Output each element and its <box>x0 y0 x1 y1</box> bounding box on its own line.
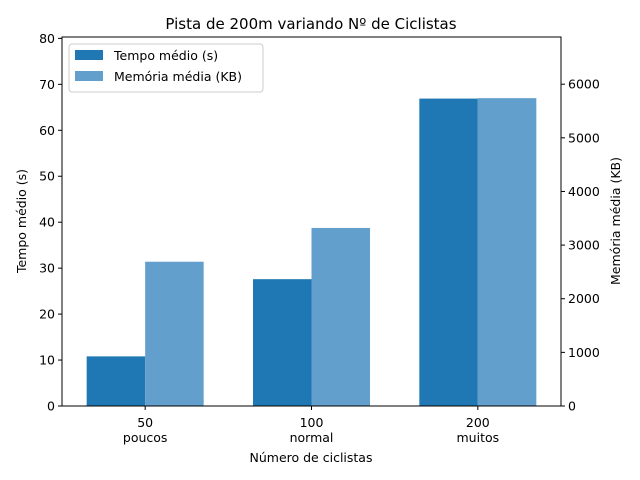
bar-memoria-100 <box>311 227 370 406</box>
bar-memoria-50 <box>145 261 204 406</box>
y-right-tick-label: 4000 <box>568 184 600 199</box>
x-tick-sublabel: normal <box>290 430 334 445</box>
bar-tempo-50 <box>86 356 146 406</box>
chart-title: Pista de 200m variando Nº de Ciclistas <box>165 15 456 33</box>
legend-swatch <box>75 71 103 81</box>
legend-swatch <box>75 50 103 60</box>
x-tick-sublabel: poucos <box>123 430 168 445</box>
bar-memoria-200 <box>477 98 537 406</box>
y-left-tick-label: 30 <box>39 261 55 276</box>
bar-tempo-100 <box>253 279 312 406</box>
legend: Tempo médio (s) Memória média (KB) <box>68 43 264 93</box>
y-right-tick-label: 6000 <box>568 77 600 92</box>
y-right-tick-label: 0 <box>568 399 576 414</box>
y-left-tick-label: 60 <box>39 123 55 138</box>
y-left-tick-label: 40 <box>39 215 55 230</box>
y-right-tick-label: 2000 <box>568 291 600 306</box>
y-axis-label-left: Tempo médio (s) <box>14 169 29 274</box>
x-tick-label: 100 <box>300 415 324 430</box>
y-left-tick-label: 50 <box>39 169 55 184</box>
x-axis-label: Número de ciclistas <box>250 450 373 465</box>
legend-box <box>68 43 264 93</box>
y-left-tick-label: 10 <box>39 353 55 368</box>
y-right-tick-label: 3000 <box>568 238 600 253</box>
y-left-tick-label: 80 <box>39 31 55 46</box>
bar-tempo-200 <box>419 98 478 406</box>
bars-layer <box>86 98 537 406</box>
y-right-tick-label: 5000 <box>568 130 600 145</box>
y-axis-label-right: Memória média (KB) <box>608 157 623 285</box>
legend-label: Memória média (KB) <box>114 69 242 84</box>
axes-layer: 0 10 20 30 40 50 60 70 80 0 1000 2000 3000 4000 5000 60… <box>39 31 600 445</box>
y-left-tick-label: 0 <box>47 399 55 414</box>
legend-label: Tempo médio (s) <box>113 48 218 63</box>
y-right-tick-label: 1000 <box>568 345 600 360</box>
x-tick-label: 50 <box>137 415 153 430</box>
x-tick-sublabel: muitos <box>457 430 500 445</box>
x-tick-label: 200 <box>466 415 490 430</box>
y-left-tick-label: 70 <box>39 77 55 92</box>
y-left-tick-label: 20 <box>39 307 55 322</box>
